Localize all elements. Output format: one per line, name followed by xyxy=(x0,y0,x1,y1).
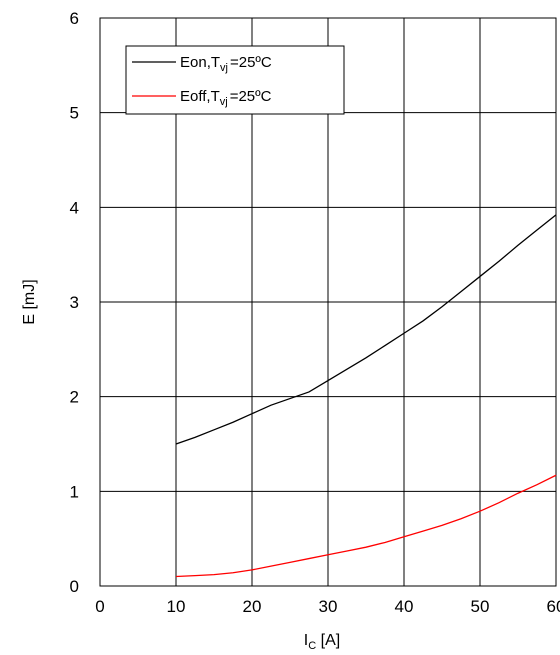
y-axis-label: E [mJ] xyxy=(21,279,38,324)
tick-labels: 0 10 20 30 40 50 60 0 1 2 3 4 5 6 xyxy=(70,9,560,616)
x-tick-label: 40 xyxy=(395,597,414,616)
plot-frame xyxy=(99,17,557,587)
x-tick-label: 30 xyxy=(319,597,338,616)
y-tick-label: 3 xyxy=(70,293,79,312)
y-tick-label: 6 xyxy=(70,9,79,28)
legend-label-eoff: Eoff,Tvj =25ºC xyxy=(180,88,272,108)
x-tick-label: 60 xyxy=(547,597,560,616)
x-tick-label: 50 xyxy=(471,597,490,616)
x-tick-label: 20 xyxy=(243,597,262,616)
legend-box xyxy=(125,45,345,115)
y-tick-label: 5 xyxy=(70,104,79,123)
legend-label-eon: Eon,Tvj =25ºC xyxy=(180,54,272,74)
series-line-eoff xyxy=(175,474,557,578)
y-tick-label: 2 xyxy=(70,388,79,407)
x-axis-label: IC [A] xyxy=(304,632,340,652)
y-tick-label: 4 xyxy=(70,198,79,217)
x-tick-label: 0 xyxy=(95,597,104,616)
y-tick-label: 0 xyxy=(70,577,79,596)
series-layer xyxy=(175,214,557,578)
y-tick-label: 1 xyxy=(70,482,79,501)
x-tick-label: 10 xyxy=(167,597,186,616)
series-line-eon xyxy=(175,214,557,445)
legend: Eon,Tvj =25ºC Eoff,Tvj =25ºC xyxy=(125,45,345,115)
